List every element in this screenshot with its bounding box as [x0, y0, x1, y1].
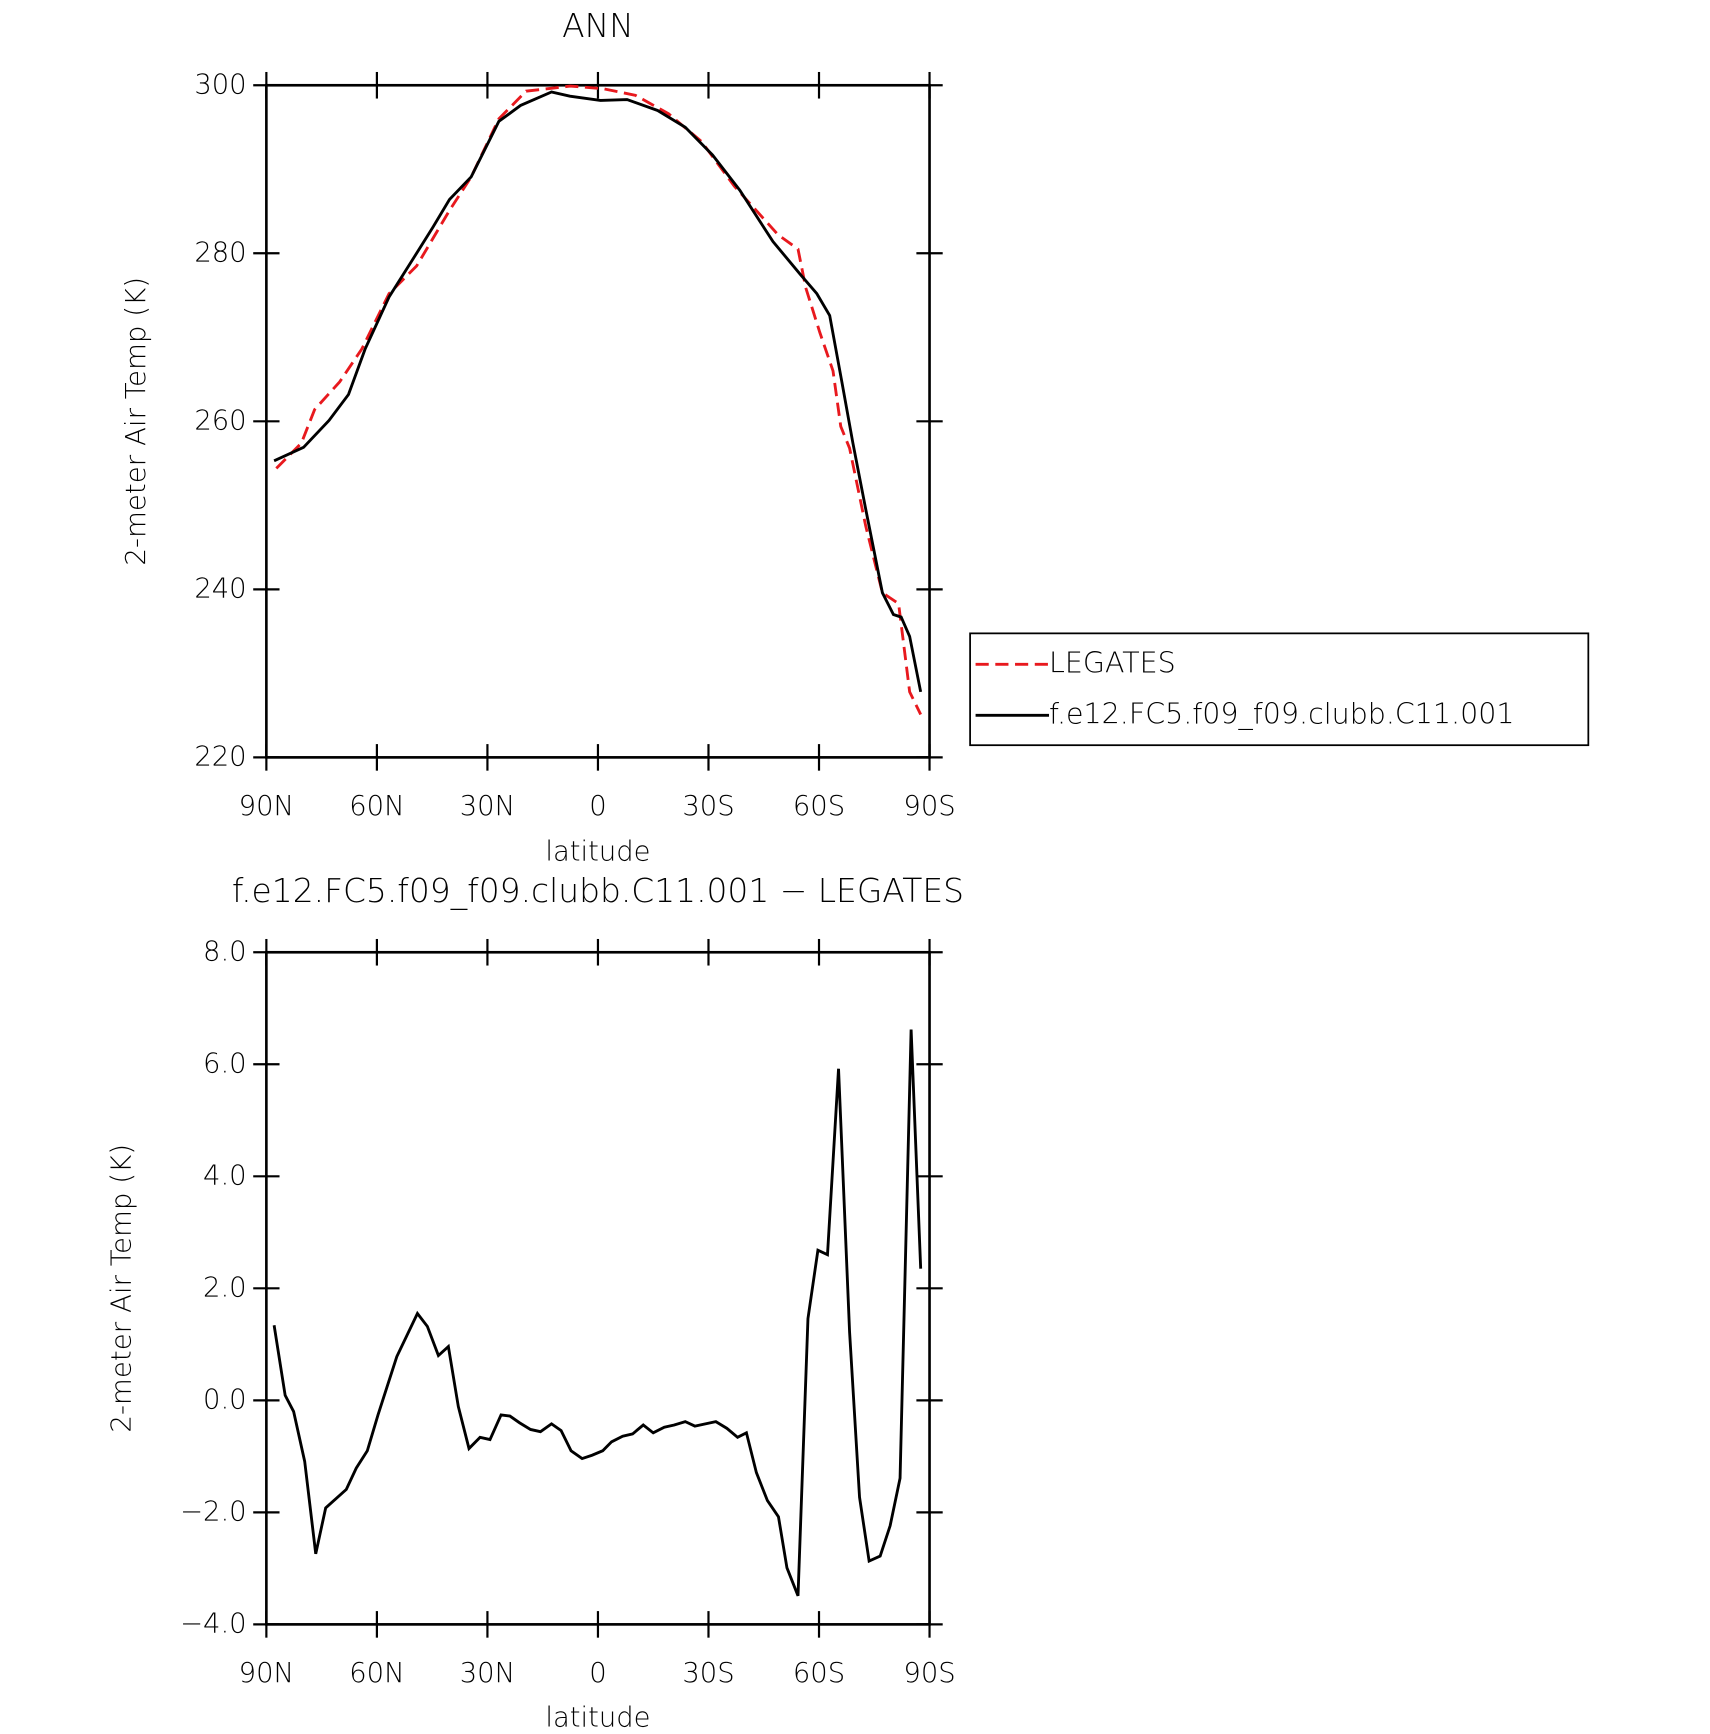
- plot-frame: [265, 83, 931, 759]
- y-axis-label: 2-meter Air Temp (K): [120, 277, 152, 566]
- x-tick-label: 0: [589, 790, 606, 822]
- y-tick-label: 6.0: [203, 1047, 247, 1079]
- y-tick-label: −2.0: [180, 1495, 247, 1527]
- x-tick-label: 90N: [239, 790, 294, 822]
- x-tick-label: 30N: [460, 1657, 515, 1689]
- x-tick-label: 60S: [793, 1657, 845, 1689]
- y-tick-label: 0.0: [203, 1383, 247, 1415]
- data-line: [275, 84, 922, 716]
- x-tick-label: 30S: [682, 790, 734, 822]
- y-tick-label: 220: [194, 740, 246, 772]
- legend-box: [969, 632, 1590, 747]
- y-tick-label: 8.0: [203, 935, 247, 967]
- x-tick-label: 30N: [460, 790, 515, 822]
- y-tick-label: 280: [194, 236, 246, 268]
- y-tick-label: 2.0: [203, 1271, 247, 1303]
- plot-frame: [265, 950, 931, 1626]
- x-axis-label: latitude: [545, 836, 650, 868]
- y-tick-label: 300: [194, 68, 246, 100]
- x-tick-label: 60N: [349, 790, 404, 822]
- x-tick-label: 0: [589, 1657, 606, 1689]
- legend-label: f.e12.FC5.f09_f09.clubb.C11.001: [1049, 696, 1514, 731]
- y-tick-label: −4.0: [180, 1607, 247, 1639]
- x-tick-label: 90S: [903, 790, 955, 822]
- y-tick-label: 240: [194, 572, 246, 604]
- x-axis-label: latitude: [545, 1701, 650, 1733]
- x-tick-label: 60S: [793, 790, 845, 822]
- x-tick-label: 60N: [349, 1657, 404, 1689]
- y-tick-label: 260: [194, 404, 246, 436]
- y-axis-label: 2-meter Air Temp (K): [106, 1144, 138, 1433]
- data-line: [272, 1029, 923, 1597]
- chart-title: f.e12.FC5.f09_f09.clubb.C11.001 − LEGATE…: [232, 871, 964, 911]
- x-tick-label: 90S: [903, 1657, 955, 1689]
- y-tick-label: 4.0: [203, 1159, 247, 1191]
- x-tick-label: 30S: [682, 1657, 734, 1689]
- chart-title: ANN: [562, 6, 634, 45]
- legend-label: LEGATES: [1049, 645, 1176, 679]
- x-tick-label: 90N: [239, 1657, 294, 1689]
- data-line: [273, 90, 923, 693]
